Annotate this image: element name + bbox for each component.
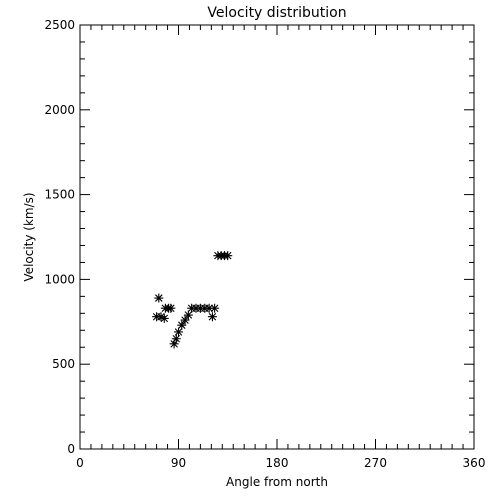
asterisk-marker xyxy=(183,310,193,320)
x-axis: 0 90 180 270 360 xyxy=(76,25,485,470)
data-point-4 xyxy=(159,313,169,323)
asterisk-marker xyxy=(223,251,233,261)
data-point-12 xyxy=(180,315,190,325)
asterisk-marker xyxy=(177,320,187,330)
x-tick-label: 270 xyxy=(364,456,387,470)
x-tick-label: 0 xyxy=(76,456,84,470)
data-point-18 xyxy=(204,303,214,313)
data-point-2 xyxy=(154,293,164,303)
x-tick-label: 180 xyxy=(266,456,289,470)
asterisk-marker xyxy=(166,303,176,313)
asterisk-marker xyxy=(210,303,220,313)
x-tick-label: 90 xyxy=(171,456,186,470)
asterisk-marker xyxy=(204,303,214,313)
data-point-11 xyxy=(177,320,187,330)
data-point-19 xyxy=(207,312,217,322)
y-tick-label: 2000 xyxy=(44,103,75,117)
y-tick-label: 500 xyxy=(52,357,75,371)
data-point-3 xyxy=(156,312,166,322)
data-point-7 xyxy=(166,303,176,313)
x-tick-label: 360 xyxy=(463,456,486,470)
asterisk-marker xyxy=(154,293,164,303)
asterisk-marker xyxy=(156,312,166,322)
x-axis-label: Angle from north xyxy=(226,475,328,489)
data-point-8 xyxy=(169,339,179,349)
y-axis-label: Velocity (km/s) xyxy=(22,192,36,281)
y-tick-label: 0 xyxy=(67,442,75,456)
asterisk-marker xyxy=(207,312,217,322)
data-point-9 xyxy=(171,334,181,344)
asterisk-marker xyxy=(169,339,179,349)
data-point-24 xyxy=(223,251,233,261)
asterisk-marker xyxy=(171,334,181,344)
data-points xyxy=(152,251,233,349)
chart-title: Velocity distribution xyxy=(207,5,346,21)
asterisk-marker xyxy=(180,315,190,325)
data-point-13 xyxy=(183,310,193,320)
y-tick-label: 1000 xyxy=(44,272,75,286)
y-tick-label: 1500 xyxy=(44,188,75,202)
plot-frame xyxy=(79,24,475,450)
y-tick-label: 2500 xyxy=(44,18,75,32)
data-point-10 xyxy=(174,327,183,337)
y-axis: 0 500 1000 1500 2000 2500 xyxy=(44,18,474,456)
asterisk-marker xyxy=(174,327,183,337)
asterisk-marker xyxy=(159,313,169,323)
data-point-20 xyxy=(210,303,220,313)
